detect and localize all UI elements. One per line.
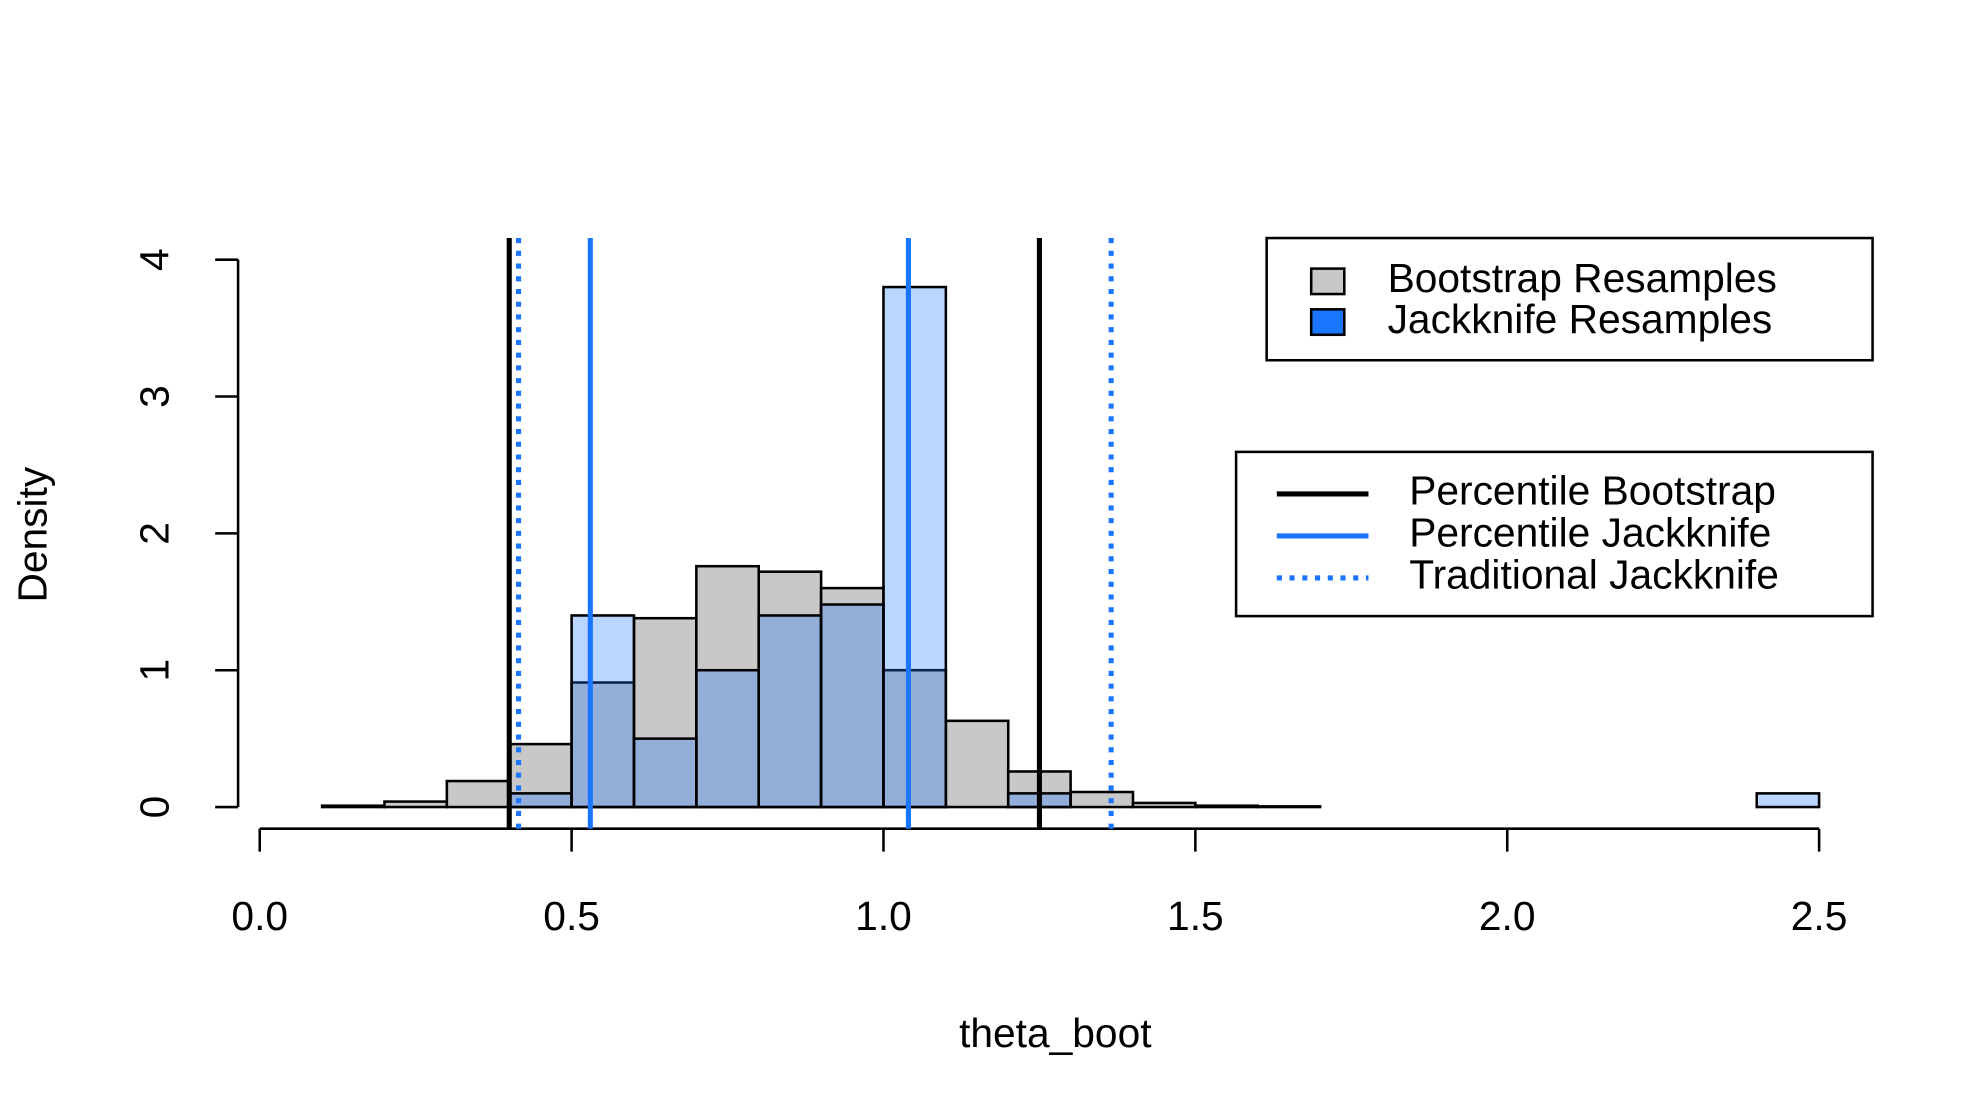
x-tick-label: 1.0 (855, 893, 912, 939)
y-tick-label: 4 (132, 248, 178, 271)
bar (1069, 790, 1135, 809)
legend-label: Jackknife Resamples (1388, 296, 1773, 342)
bar (632, 737, 698, 809)
x-axis-label: theta_boot (959, 1010, 1152, 1056)
bar (1755, 792, 1821, 809)
bar (944, 719, 1010, 809)
legend-label: Traditional Jackknife (1409, 552, 1779, 598)
bar (1131, 801, 1197, 809)
y-tick-label: 3 (132, 385, 178, 408)
bar (445, 779, 511, 809)
x-tick-label: 2.0 (1479, 893, 1536, 939)
y-tick-label: 2 (132, 522, 178, 545)
bar (757, 614, 823, 809)
bar (757, 570, 823, 809)
bar (882, 285, 948, 809)
legend-label: Percentile Bootstrap (1409, 468, 1776, 514)
bar (1256, 805, 1322, 809)
bar (570, 614, 636, 809)
y-axis-label: Density (9, 466, 55, 602)
bar (320, 804, 386, 809)
y-tick-label: 0 (132, 796, 178, 819)
bar (882, 668, 948, 809)
bar (695, 668, 761, 809)
legend-label: Percentile Jackknife (1409, 510, 1771, 556)
legend-label: Bootstrap Resamples (1388, 255, 1777, 301)
x-tick-label: 0.5 (543, 893, 600, 939)
legend-box (1265, 236, 1874, 362)
y-tick-label: 1 (132, 659, 178, 682)
x-tick-label: 1.5 (1167, 893, 1224, 939)
bar (383, 800, 449, 809)
bar (819, 603, 885, 809)
x-tick-label: 2.5 (1791, 893, 1848, 939)
legend-swatch (1309, 267, 1346, 296)
legend-swatch (1309, 308, 1346, 337)
x-tick-label: 0.0 (231, 893, 288, 939)
bar (1194, 804, 1260, 809)
